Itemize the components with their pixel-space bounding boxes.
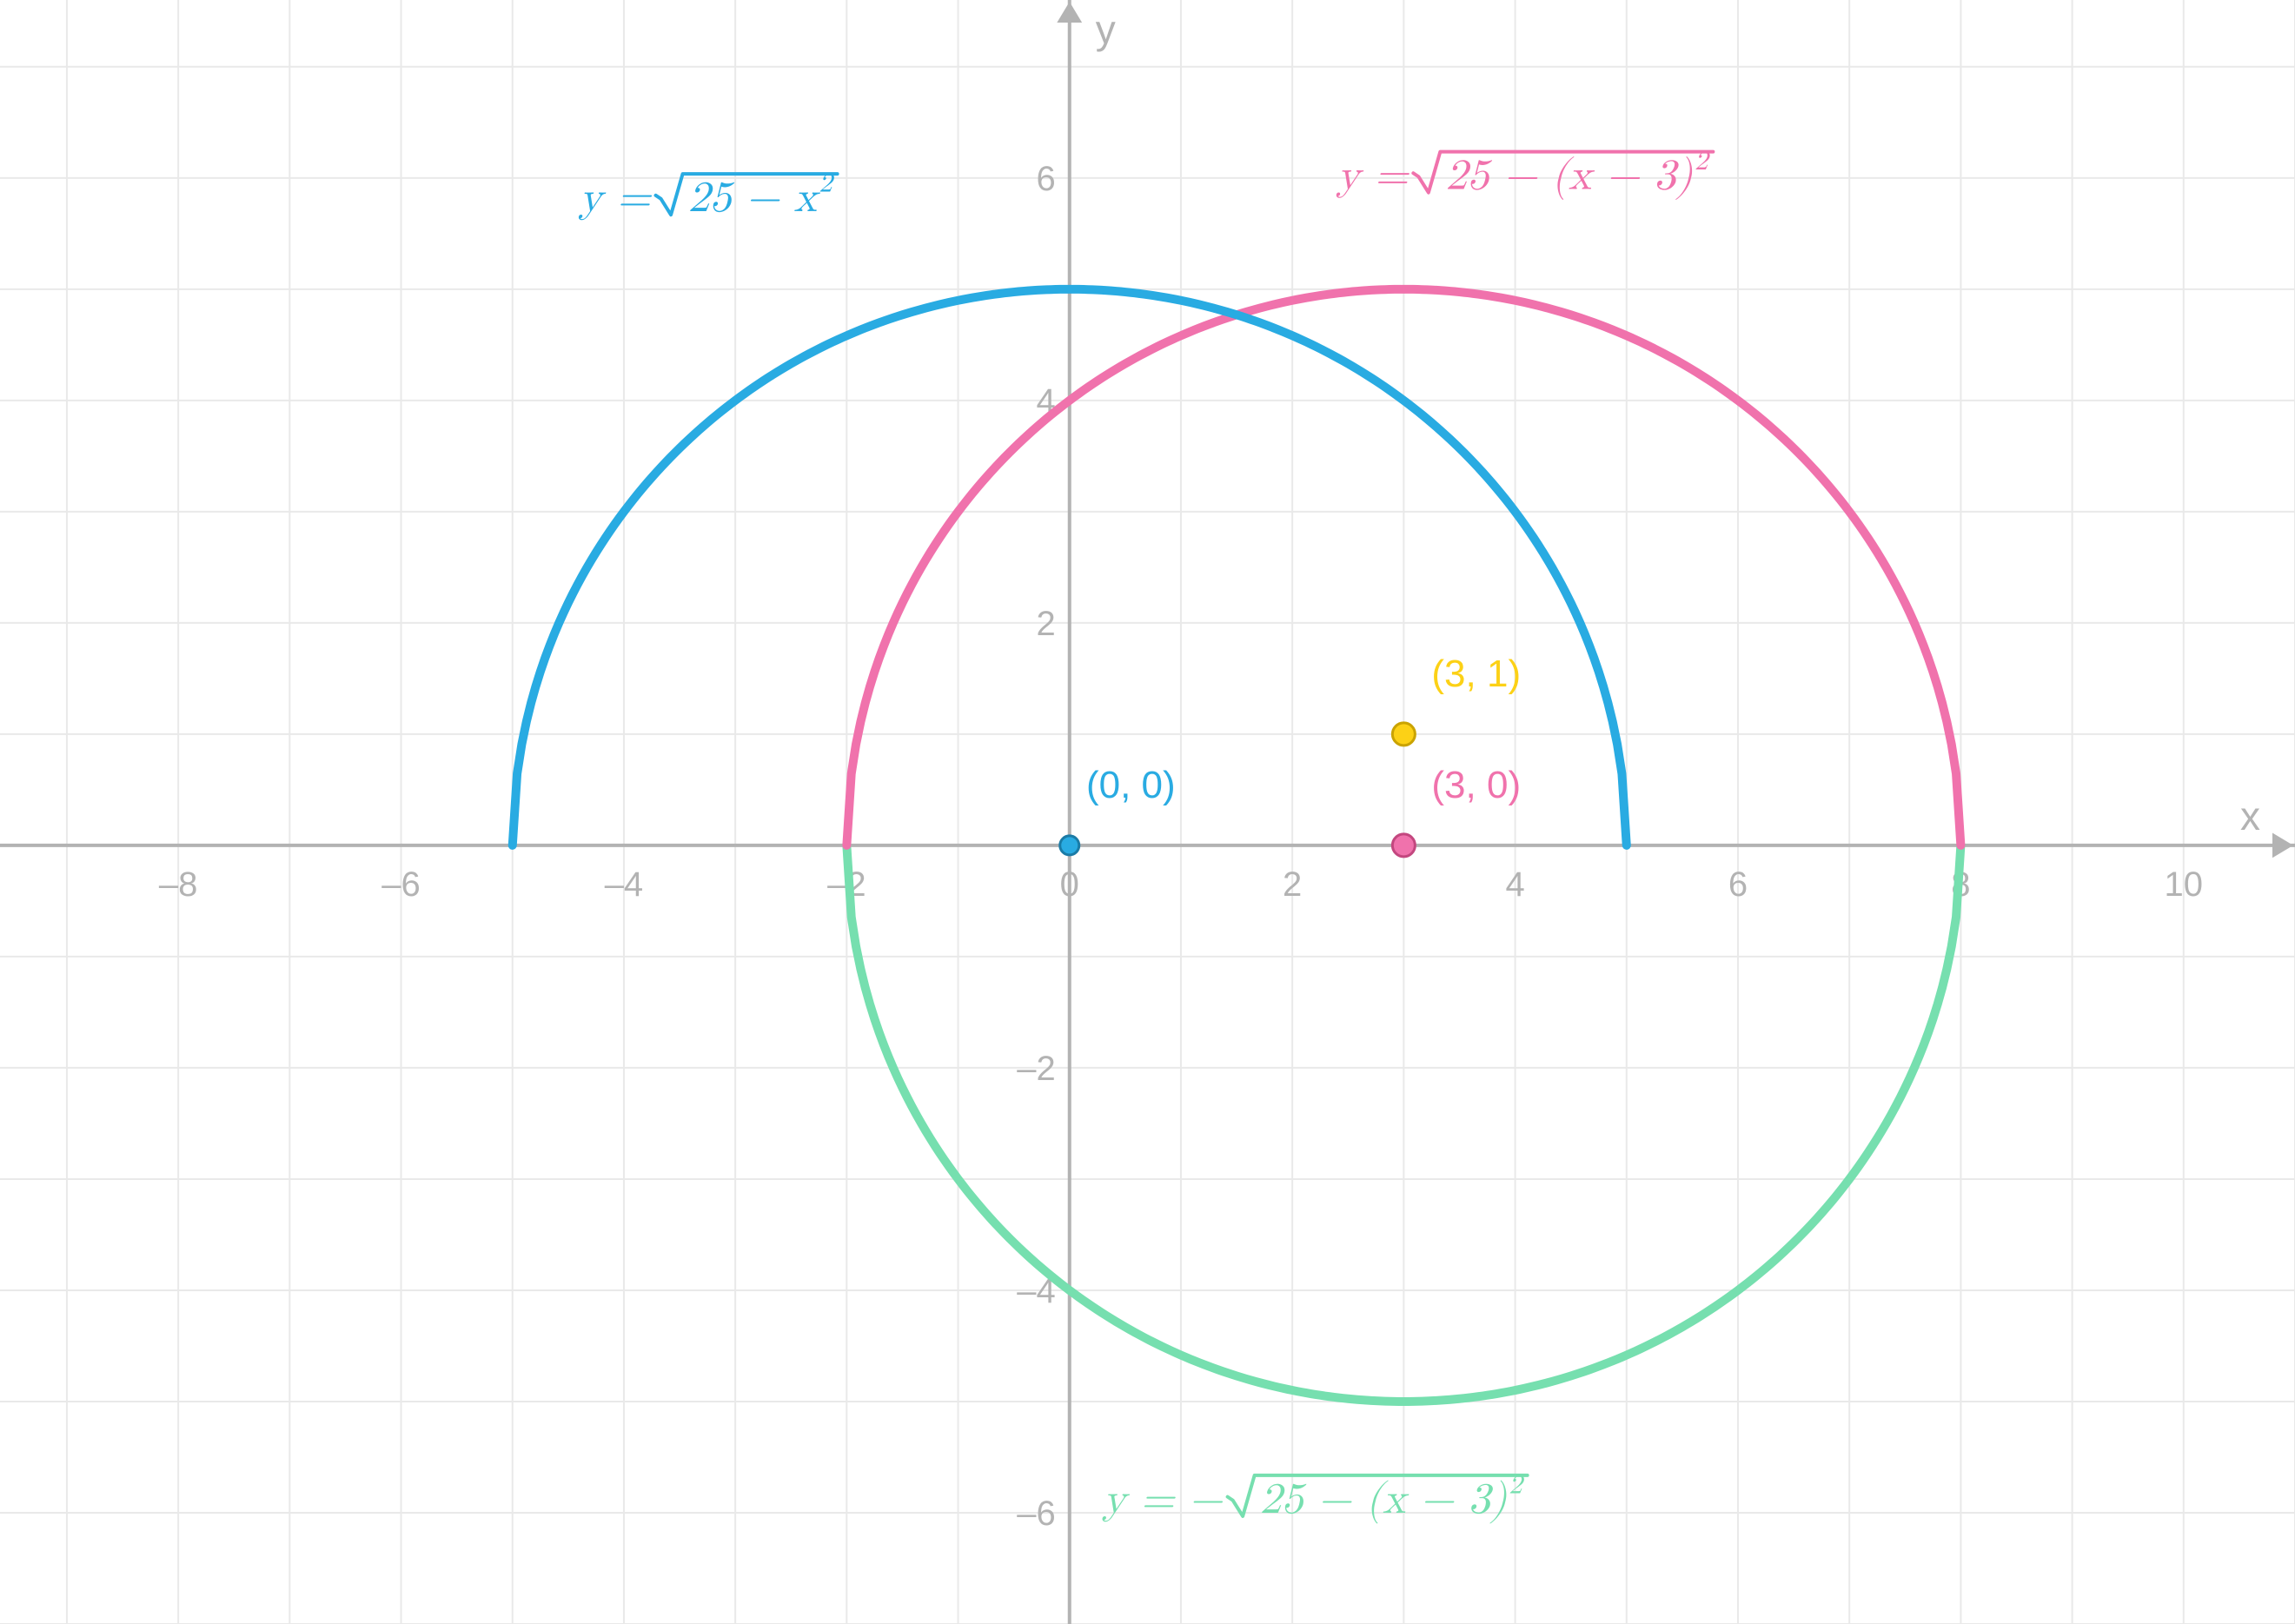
y-tick-label: 2	[1037, 605, 1056, 643]
point-marker	[1392, 723, 1415, 746]
x-tick-label: 4	[1505, 865, 1524, 904]
x-tick-label: –8	[159, 865, 198, 904]
point-marker	[1392, 834, 1415, 857]
svg-text:y =: y =	[578, 176, 653, 221]
y-tick-label: 6	[1037, 160, 1056, 198]
point-label: (3, 0)	[1431, 764, 1521, 806]
equation-label-blue: y = 25 − x2	[578, 171, 838, 222]
svg-text:y =: y =	[1335, 155, 1410, 199]
svg-text:y = −: y = −	[1101, 1478, 1223, 1522]
svg-text:25 − (x − 3): 25 − (x − 3)	[1260, 1478, 1509, 1524]
x-tick-label: –4	[605, 865, 644, 904]
point-marker	[1060, 836, 1079, 855]
x-tick-label: 0	[1060, 865, 1079, 904]
point-label: (0, 0)	[1086, 764, 1176, 806]
y-axis-label: y	[1096, 7, 1116, 52]
equation-label-green: y = −25 − (x − 3)2	[1101, 1472, 1527, 1524]
y-tick-label: –6	[1017, 1495, 1056, 1533]
svg-text:25 − (x − 3): 25 − (x − 3)	[1445, 155, 1694, 201]
x-tick-label: 6	[1728, 865, 1748, 904]
x-tick-label: 2	[1283, 865, 1302, 904]
equation-label-pink: y = 25 − (x − 3)2	[1335, 149, 1713, 201]
y-tick-label: –2	[1017, 1050, 1056, 1088]
x-axis-label: x	[2240, 793, 2260, 839]
svg-text:25 − x: 25 − x	[688, 176, 821, 220]
x-tick-label: –6	[381, 865, 421, 904]
coordinate-plane: xy–8–6–4–20246810–6–4–2246(0, 0)(3, 0)(3…	[0, 0, 2295, 1624]
plot-container: xy–8–6–4–20246810–6–4–2246(0, 0)(3, 0)(3…	[0, 0, 2295, 1624]
point-label: (3, 1)	[1431, 653, 1521, 695]
x-tick-label: 10	[2165, 865, 2204, 904]
